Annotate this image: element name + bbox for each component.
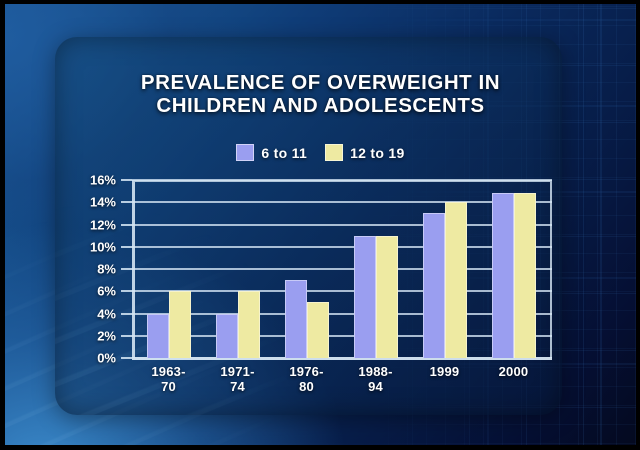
- bar: [491, 193, 514, 358]
- x-axis-label: 1988-94: [358, 364, 393, 394]
- y-axis-tick: [121, 223, 132, 226]
- chart-legend: 6 to 11 12 to 19: [5, 144, 636, 161]
- bar: [168, 291, 191, 358]
- bar: [422, 213, 445, 358]
- gridline: [132, 245, 552, 248]
- y-axis-label: 16%: [89, 172, 116, 188]
- legend-item-1: 12 to 19: [325, 144, 405, 161]
- y-axis-tick: [121, 290, 132, 293]
- y-axis-label: 2%: [97, 328, 116, 344]
- y-axis-tick: [121, 201, 132, 204]
- gridline: [132, 201, 552, 204]
- bar: [444, 202, 467, 358]
- bar: [284, 280, 307, 358]
- legend-label: 6 to 11: [261, 144, 308, 161]
- x-axis-label: 2000: [498, 364, 529, 379]
- y-axis-tick: [121, 268, 132, 270]
- gridline: [132, 290, 552, 293]
- bar-group: [353, 180, 398, 358]
- gridline: [132, 268, 552, 270]
- bar: [513, 193, 536, 358]
- y-axis-label: 4%: [97, 306, 116, 321]
- legend-item-0: 6 to 11: [236, 144, 307, 161]
- bar: [146, 313, 169, 358]
- y-axis-tick: [121, 179, 132, 181]
- gridline: [132, 223, 552, 226]
- bar-group: [146, 180, 191, 358]
- y-axis-label: 6%: [97, 283, 116, 299]
- chart-title-line-2: CHILDREN AND ADOLESCENTS: [156, 94, 485, 117]
- bar: [375, 235, 398, 358]
- x-axis-labels: 1963-70 1971-74 1976-80 1988-94 1999 2000: [132, 364, 552, 394]
- bar-groups: [132, 180, 552, 358]
- x-axis-label: 1999: [429, 364, 460, 379]
- bar: [353, 235, 376, 358]
- x-axis-label: 1963-70: [151, 364, 186, 394]
- gridline: [132, 356, 552, 360]
- gridline: [132, 334, 552, 337]
- gridline: [132, 312, 552, 315]
- bar: [215, 313, 238, 358]
- legend-label: 12 to 19: [350, 144, 405, 161]
- bar: [237, 291, 260, 358]
- bar-group: [491, 180, 536, 358]
- bar-group: [215, 180, 260, 358]
- bar-group: [422, 180, 467, 358]
- y-axis-label: 12%: [89, 217, 116, 232]
- y-axis-label: 14%: [89, 194, 116, 210]
- y-axis-tick: [121, 334, 132, 337]
- y-axis-tick: [121, 245, 132, 248]
- y-axis-label: 10%: [89, 239, 116, 255]
- chart-title: PREVALENCE OF OVERWEIGHT IN CHILDREN AND…: [5, 71, 636, 117]
- legend-swatch-icon: [236, 144, 255, 161]
- y-axis-label: 0%: [97, 350, 116, 366]
- y-axis-tick: [121, 312, 132, 315]
- y-axis-tick: [121, 357, 132, 359]
- bar: [306, 302, 329, 358]
- chart-title-line-1: PREVALENCE OF OVERWEIGHT IN: [140, 71, 501, 94]
- x-axis-label: 1971-74: [220, 364, 255, 394]
- x-axis-label: 1976-80: [289, 364, 324, 394]
- bar-group: [284, 180, 329, 358]
- y-axis-label: 8%: [97, 261, 116, 277]
- legend-swatch-icon: [325, 144, 344, 161]
- plot-area: 0% 2% 4% 6% 8% 10% 12% 14% 16%: [90, 173, 552, 366]
